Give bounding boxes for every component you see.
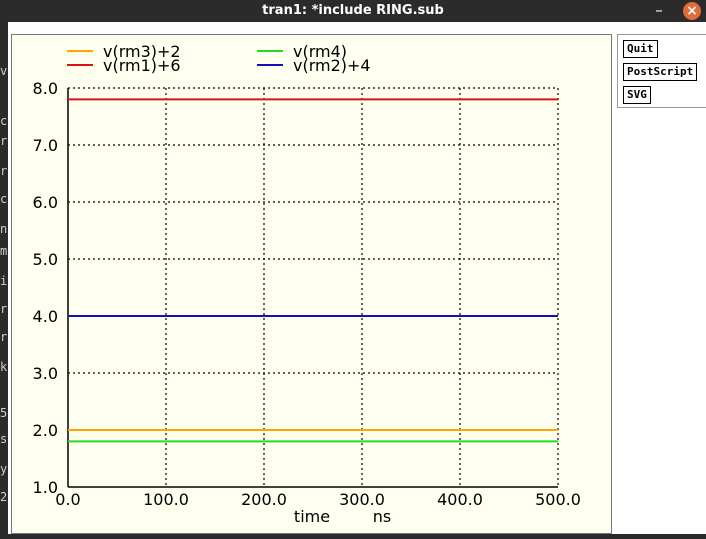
postscript-button[interactable]: PostScript <box>623 63 698 81</box>
background-strip-char: c <box>0 192 8 206</box>
window-title: tran1: *include RING.sub <box>262 3 444 18</box>
close-icon[interactable]: × <box>683 2 701 20</box>
background-strip-char: k <box>0 360 8 374</box>
y-tick-label: 5.0 <box>33 250 58 269</box>
x-axis-unit: ns <box>373 507 391 526</box>
x-axis-label: time <box>294 507 330 526</box>
background-strip-char: v <box>0 64 8 78</box>
x-tick-label: 300.0 <box>339 490 385 509</box>
legend-label: v(rm1)+6 <box>103 56 181 75</box>
minimize-icon[interactable]: – <box>655 1 663 19</box>
y-tick-label: 6.0 <box>33 193 58 212</box>
background-strip-char: r <box>0 164 8 178</box>
background-terminal-strip: vcrrcnmirrk5sty2 <box>0 22 8 534</box>
background-strip-char: r <box>0 330 8 344</box>
quit-button[interactable]: Quit <box>623 40 658 58</box>
background-strip-char: n <box>0 222 8 236</box>
window-titlebar: tran1: *include RING.sub – × <box>0 0 706 22</box>
legend-label: v(rm3)+2 <box>103 42 181 61</box>
legend-label: v(rm4) <box>293 42 347 61</box>
background-strip-char: r <box>0 302 8 316</box>
background-strip-char: m <box>0 244 8 258</box>
y-tick-label: 2.0 <box>33 421 58 440</box>
background-strip-char: r <box>0 134 8 148</box>
background-strip-char: 5 <box>0 406 8 420</box>
background-strip-char: i <box>0 274 8 288</box>
svg-button[interactable]: SVG <box>623 86 651 104</box>
background-strip-char: st <box>0 432 8 446</box>
plot-area[interactable]: 1.0 2.0 3.0 4.0 5.0 6.0 7.0 8.0 0.0 100.0 200.0 300… <box>11 34 612 534</box>
x-tick-label: 400.0 <box>437 490 483 509</box>
button-panel: Quit PostScript SVG <box>617 34 706 108</box>
x-tick-label: 200.0 <box>241 490 287 509</box>
legend-label: v(rm2)+4 <box>293 56 371 75</box>
y-tick-label: 1.0 <box>33 478 58 497</box>
background-strip-char: c <box>0 114 8 128</box>
background-strip-char: 2 <box>0 490 8 504</box>
y-tick-label: 7.0 <box>33 136 58 155</box>
x-tick-label: 0.0 <box>55 490 80 509</box>
y-tick-label: 4.0 <box>33 307 58 326</box>
y-tick-label: 8.0 <box>33 79 58 98</box>
x-tick-label: 500.0 <box>535 490 581 509</box>
background-strip-char: y <box>0 462 8 476</box>
x-tick-label: 100.0 <box>143 490 189 509</box>
chart-svg: 1.0 2.0 3.0 4.0 5.0 6.0 7.0 8.0 0.0 100.0 200.0 300… <box>33 42 581 526</box>
y-tick-label: 3.0 <box>33 364 58 383</box>
